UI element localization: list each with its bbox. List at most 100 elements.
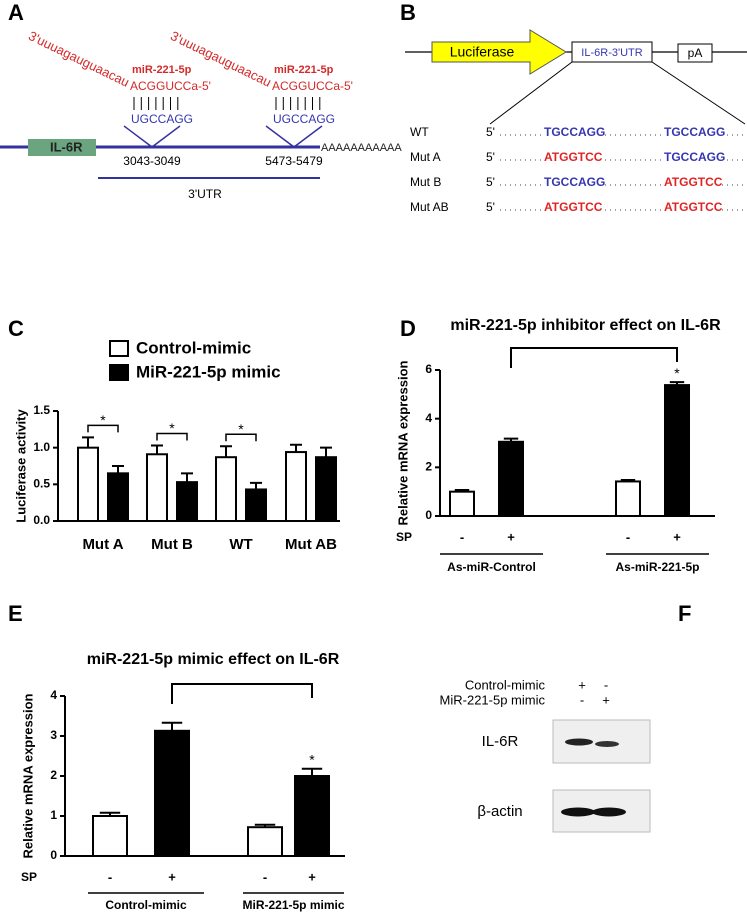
x-tick-label: - <box>108 869 112 884</box>
site-position: 3043-3049 <box>123 154 181 168</box>
bar <box>107 472 129 523</box>
luciferase-arrow <box>431 29 567 75</box>
significance-bracket <box>171 683 313 704</box>
row-label: SP <box>396 530 412 544</box>
error-bar <box>620 478 636 482</box>
row-name: WT <box>410 125 429 139</box>
error-bar <box>99 811 121 816</box>
x-tick-label: + <box>168 869 176 884</box>
x-tick-label: - <box>263 869 267 884</box>
band <box>595 741 619 747</box>
bar <box>449 490 475 517</box>
x-tick-label: - <box>626 529 630 544</box>
utr-box-label: IL-6R-3'UTR <box>581 47 642 59</box>
bar <box>245 488 267 523</box>
gene-box <box>28 139 96 156</box>
error-bar <box>454 488 470 492</box>
condition-mark: - <box>604 677 608 692</box>
bar <box>146 453 168 522</box>
mirna-seed: ACGGUCCa-5' <box>272 79 353 93</box>
row-end: 5' <box>486 125 495 139</box>
condition-mark: + <box>578 677 586 692</box>
site-seq: ATGGTCC <box>544 150 603 164</box>
panel-label: A <box>8 0 24 25</box>
sequence-rows: WT 5' TGCCAGG TGCCAGG Mut A 5' ATGGTCC TGCCAGG M… <box>410 125 745 214</box>
poly-a: AAAAAAAAAAA <box>321 142 402 154</box>
x-tick-label: Mut AB <box>285 536 337 553</box>
mirna-tail: 3'uuuagauguaacau <box>26 28 132 90</box>
site-seq: TGCCAGG <box>664 150 725 164</box>
significance-label: * <box>169 420 175 436</box>
error-bar <box>250 481 262 490</box>
panel-label: D <box>400 316 416 341</box>
significance-label: * <box>238 421 244 437</box>
error-bar <box>503 437 519 442</box>
significance-bracket <box>156 432 188 441</box>
bar <box>77 446 99 522</box>
reporter-label: Luciferase <box>450 44 515 60</box>
row-end: 5' <box>486 200 495 214</box>
y-tick-label: 0.0 <box>33 513 50 527</box>
y-tick-label: 1.5 <box>33 403 50 417</box>
condition-mark: - <box>580 692 584 707</box>
band-label: β-actin <box>477 803 522 820</box>
band <box>592 807 626 817</box>
group-label: As-miR-Control <box>447 560 536 574</box>
significance-bracket <box>225 433 257 442</box>
y-axis-label: Relative mRNA expression <box>395 360 410 525</box>
panel-label: E <box>8 601 23 626</box>
bar <box>285 451 307 523</box>
row-name: Mut A <box>410 150 441 164</box>
y-tick-label: 1.0 <box>33 440 50 454</box>
site-seq: ATGGTCC <box>664 200 723 214</box>
error-bar <box>161 721 183 731</box>
row-name: Mut AB <box>410 200 449 214</box>
bar <box>215 456 237 523</box>
mirna-name: miR-221-5p <box>274 64 334 76</box>
y-tick-label: 4 <box>425 411 432 425</box>
y-tick-label: 2 <box>50 768 57 782</box>
site-seq: TGCCAGG <box>544 175 605 189</box>
panel-label: B <box>400 0 416 25</box>
row-end: 5' <box>486 150 495 164</box>
site-seq: ATGGTCC <box>544 200 603 214</box>
legend-label: MiR-221-5p mimic <box>136 362 281 381</box>
group-label: MiR-221-5p mimic <box>242 898 344 912</box>
gene-label: IL-6R <box>50 139 83 154</box>
bar <box>176 481 198 522</box>
error-bar <box>151 444 163 455</box>
site-position: 5473-5479 <box>265 154 323 168</box>
error-bar <box>181 472 193 483</box>
row-label: SP <box>21 870 37 884</box>
significance-bracket <box>87 424 119 433</box>
utr-box <box>571 41 653 63</box>
chart-title: miR-221-5p inhibitor effect on IL-6R <box>450 317 721 334</box>
site-pointer <box>123 125 181 148</box>
group-label: As-miR-221-5p <box>615 560 699 574</box>
condition-label: Control-mimic <box>465 677 546 692</box>
mirna-name: miR-221-5p <box>132 64 192 76</box>
y-tick-label: 4 <box>50 688 57 702</box>
error-bar <box>254 823 276 828</box>
error-bar <box>320 446 332 458</box>
condition-mark: + <box>602 692 610 707</box>
significance-label: * <box>674 365 680 381</box>
mirna-seed: ACGGUCCa-5' <box>130 79 211 93</box>
legend-label: Control-mimic <box>136 338 251 357</box>
legend-swatch <box>109 340 129 357</box>
pa-box <box>677 43 713 63</box>
y-tick-label: 1 <box>50 808 57 822</box>
x-tick-label: - <box>460 529 464 544</box>
x-tick-label: Mut A <box>82 536 123 553</box>
zoom-line <box>651 61 746 125</box>
condition-label: MiR-221-5p mimic <box>440 692 546 707</box>
legend-swatch <box>109 364 129 381</box>
significance-label: * <box>309 752 315 768</box>
error-bar <box>290 443 302 453</box>
y-tick-label: 6 <box>425 362 432 376</box>
bar <box>92 815 128 857</box>
x-tick-label: WT <box>229 536 252 553</box>
error-bar <box>220 445 232 458</box>
y-axis-label: Luciferase activity <box>13 409 28 523</box>
